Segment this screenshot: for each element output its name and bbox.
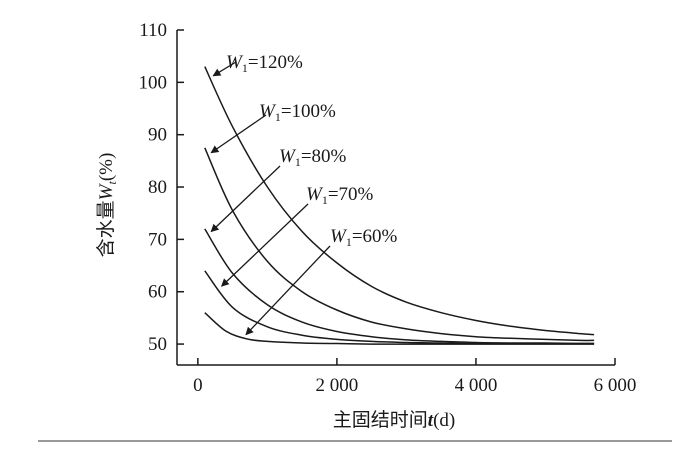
series-label-var: W bbox=[279, 146, 297, 167]
series-label: W1=80% bbox=[279, 146, 347, 169]
series-label-sub: 1 bbox=[242, 61, 248, 75]
y-axis-title-unit: (%) bbox=[96, 153, 117, 181]
x-axis-title-var: t bbox=[428, 410, 434, 431]
x-tick-label: 6 000 bbox=[594, 375, 637, 396]
series-label: W1=70% bbox=[306, 184, 374, 207]
x-tick-label: 2 000 bbox=[316, 375, 359, 396]
series-label-value: =70% bbox=[328, 184, 374, 205]
series-label-sub: 1 bbox=[346, 235, 352, 249]
series-label-var: W bbox=[330, 226, 348, 247]
y-axis-title-text: 含水量 bbox=[95, 200, 117, 257]
series-line bbox=[204, 270, 595, 345]
series-label-arrow bbox=[210, 114, 267, 154]
y-axis-title-sub: t bbox=[105, 180, 119, 184]
series-label-value: =100% bbox=[281, 101, 336, 122]
series-label-arrow bbox=[245, 245, 331, 336]
y-axis-title-var: W bbox=[96, 182, 117, 200]
series-label-sub: 1 bbox=[275, 110, 281, 124]
series-label: W1=120% bbox=[226, 52, 303, 75]
series-label-value: =80% bbox=[301, 146, 347, 167]
x-axis-title-unit: (d) bbox=[433, 410, 455, 431]
series-label: W1=60% bbox=[330, 226, 398, 249]
y-tick-label: 90 bbox=[148, 125, 167, 146]
series-label-var: W bbox=[259, 101, 277, 122]
axes bbox=[176, 30, 615, 366]
series-labels: W1=120%W1=100%W1=80%W1=70%W1=60% bbox=[210, 52, 398, 336]
y-tick-label: 70 bbox=[148, 229, 167, 250]
x-tick-label: 4 000 bbox=[455, 375, 498, 396]
series-label-value: =60% bbox=[352, 226, 398, 247]
y-tick-label: 110 bbox=[139, 20, 167, 41]
series-label-sub: 1 bbox=[295, 155, 301, 169]
y-tick-label: 60 bbox=[148, 282, 167, 303]
y-tick-label: 80 bbox=[148, 177, 167, 198]
x-axis-title: 主固结时间t(d) bbox=[333, 409, 455, 431]
series-label-arrow bbox=[210, 165, 281, 233]
series-label: W1=100% bbox=[259, 101, 336, 124]
series-curves bbox=[204, 66, 595, 345]
series-label-var: W bbox=[226, 52, 244, 73]
y-tick-label: 50 bbox=[148, 334, 167, 355]
y-tick-label: 100 bbox=[139, 72, 168, 93]
series-label-arrow bbox=[220, 203, 309, 287]
series-label-arrow bbox=[212, 61, 237, 77]
series-label-sub: 1 bbox=[322, 193, 328, 207]
series-label-var: W bbox=[306, 184, 324, 205]
series-line bbox=[204, 147, 595, 342]
series-line bbox=[204, 312, 595, 345]
x-axis-ticks: 0 2 000 4 000 6 000 bbox=[193, 358, 636, 396]
series-label-value: =120% bbox=[248, 52, 303, 73]
y-axis-ticks: 50 60 70 80 90 100 110 bbox=[139, 20, 184, 355]
x-axis-title-text: 主固结时间 bbox=[333, 409, 428, 431]
y-axis-title: 含水量Wt(%) bbox=[95, 153, 119, 258]
x-tick-label: 0 bbox=[193, 375, 203, 396]
series-line bbox=[204, 66, 595, 336]
